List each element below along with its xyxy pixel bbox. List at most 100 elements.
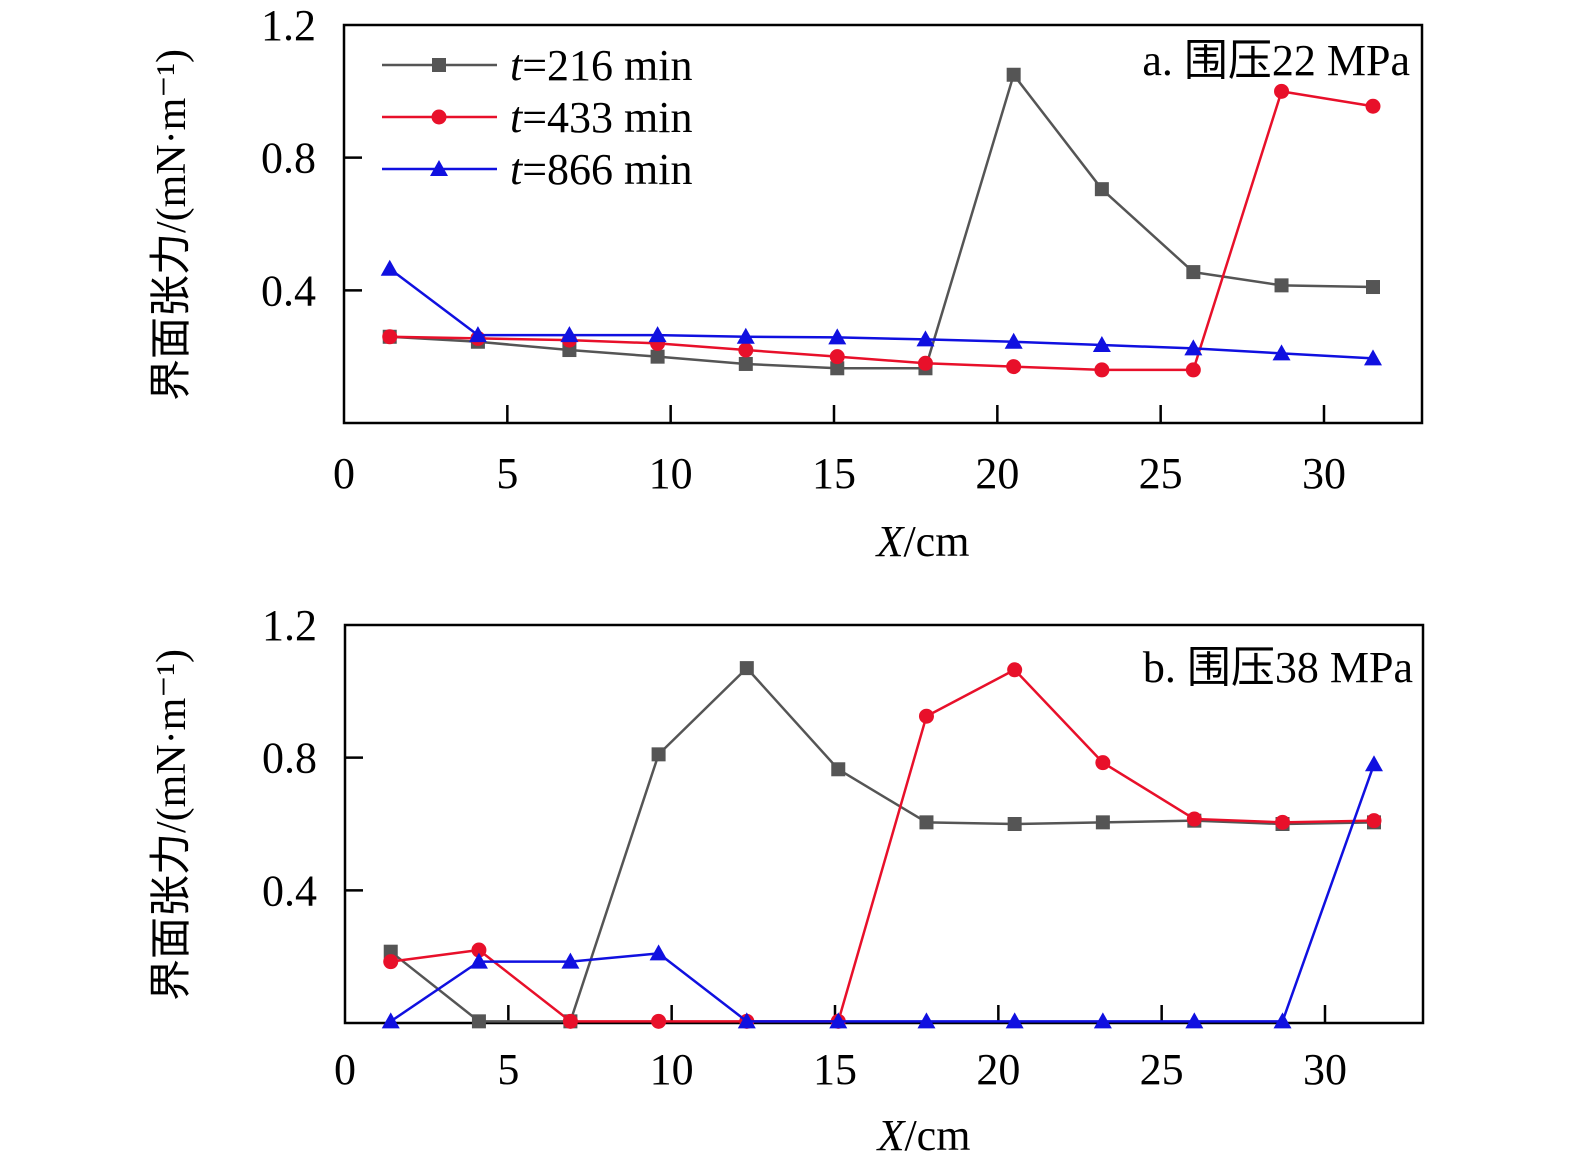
legend-entry: t=433 min <box>510 93 693 142</box>
circle-marker <box>1095 755 1111 771</box>
circle-marker <box>1274 83 1290 99</box>
circle-marker <box>431 109 447 125</box>
legend-entry: t=216 min <box>510 41 693 90</box>
y-tick-label: 1.2 <box>262 601 317 650</box>
triangle-marker <box>737 1012 756 1029</box>
triangle-marker <box>1272 344 1291 361</box>
square-marker <box>432 58 446 72</box>
triangle-marker <box>648 326 667 343</box>
triangle-marker <box>1185 1012 1204 1029</box>
triangle-marker <box>560 326 579 343</box>
circle-marker <box>1185 362 1201 378</box>
square-marker <box>1007 817 1022 831</box>
circle-marker <box>1275 814 1291 830</box>
triangle-marker <box>381 1012 400 1029</box>
triangle-marker <box>1365 755 1383 772</box>
circle-marker <box>1006 359 1022 375</box>
square-marker <box>1006 67 1021 82</box>
circle-marker <box>1094 362 1110 378</box>
triangle-marker <box>468 326 487 343</box>
plot-frame <box>343 623 1425 1025</box>
x-tick-label: 30 <box>1302 449 1346 498</box>
triangle-marker <box>916 330 935 347</box>
triangle-marker <box>1273 1012 1292 1029</box>
chart-panel-b: 0 5 10 15 20 25 30 0.4 0.8 1.2 X/cm 界面张力/(mN·m⁻¹) b.… <box>149 601 1425 1160</box>
triangle-marker <box>828 328 847 345</box>
x-tick-label: 5 <box>497 1045 519 1094</box>
x-tick-label: 25 <box>1139 449 1183 498</box>
x-tick-label: 20 <box>976 1045 1020 1094</box>
square-marker <box>471 1014 486 1029</box>
panel-title: a. 围压22 MPa <box>1142 36 1410 85</box>
square-marker <box>919 815 934 830</box>
series-line <box>388 267 1374 360</box>
square-marker <box>650 349 665 364</box>
triangle-marker <box>430 160 448 176</box>
series-line <box>390 668 1375 1023</box>
circle-marker <box>471 942 487 958</box>
y-tick-label: 0.8 <box>262 734 317 783</box>
y-axis-title: 界面张力/(mN·m⁻¹) <box>149 49 195 401</box>
circle-marker <box>562 1013 578 1029</box>
x-axis-title-var: X <box>876 1111 907 1160</box>
square-marker <box>1274 278 1289 293</box>
square-marker <box>1366 280 1380 295</box>
series-square <box>383 661 1381 1029</box>
circle-marker <box>829 349 845 365</box>
legend-entry-value: =433 min <box>522 93 692 142</box>
x-tick-label: 25 <box>1140 1045 1184 1094</box>
triangle-marker <box>736 327 755 344</box>
triangle-marker <box>1364 349 1382 366</box>
x-axis-title-var: X <box>875 517 906 566</box>
x-axis-title: X/cm <box>875 517 970 566</box>
square-marker <box>1094 182 1109 197</box>
triangle-marker <box>649 944 668 961</box>
triangle-marker <box>1005 1012 1024 1029</box>
triangle-marker <box>1004 332 1023 349</box>
x-tick-label: 30 <box>1303 1045 1347 1094</box>
circle-marker <box>1007 662 1023 678</box>
triangle-marker <box>1184 339 1203 356</box>
legend-entry-value: =216 min <box>522 41 692 90</box>
x-tick-label: 10 <box>650 1045 694 1094</box>
y-tick-label: 0.8 <box>261 134 316 183</box>
chart-panel-a: 0 5 10 15 20 25 30 0.4 0.8 1.2 X/cm 界面张力/(mN·m⁻¹) a.… <box>149 1 1424 566</box>
triangle-marker <box>1092 336 1111 353</box>
legend-entry-var: t <box>510 93 524 142</box>
y-tick-label: 0.4 <box>261 266 316 315</box>
circle-marker <box>1365 98 1381 114</box>
square-marker <box>651 747 666 762</box>
series-circle <box>383 662 1382 1029</box>
triangle-marker <box>469 952 488 969</box>
square-marker <box>739 661 754 676</box>
y-axis-title: 界面张力/(mN·m⁻¹) <box>149 649 195 1001</box>
circle-marker <box>738 342 754 358</box>
circle-marker <box>1186 811 1202 827</box>
square-marker <box>831 762 846 777</box>
square-marker <box>738 356 753 371</box>
x-tick-label: 10 <box>649 449 693 498</box>
series-triangle <box>381 755 1383 1029</box>
x-tick-label: 15 <box>812 449 856 498</box>
circle-marker <box>382 329 398 345</box>
circle-marker <box>383 954 399 970</box>
x-axis-title-unit: /cm <box>903 517 969 566</box>
plot-frame <box>342 23 1424 425</box>
triangle-marker <box>1093 1012 1112 1029</box>
square-marker <box>1095 815 1110 830</box>
triangle-marker <box>561 952 580 969</box>
series-line <box>389 666 1375 1023</box>
circle-marker <box>917 355 933 371</box>
series-line <box>389 73 1374 370</box>
series-line <box>390 763 1376 1023</box>
square-marker <box>830 361 845 376</box>
y-tick-label: 1.2 <box>261 1 316 50</box>
x-axis-title: X/cm <box>876 1111 971 1160</box>
panel-title: b. 围压38 MPa <box>1143 643 1413 692</box>
y-tick-label: 0.4 <box>262 866 317 915</box>
x-tick-label: 20 <box>975 449 1019 498</box>
triangle-marker <box>829 1012 848 1029</box>
series-line <box>389 90 1374 372</box>
